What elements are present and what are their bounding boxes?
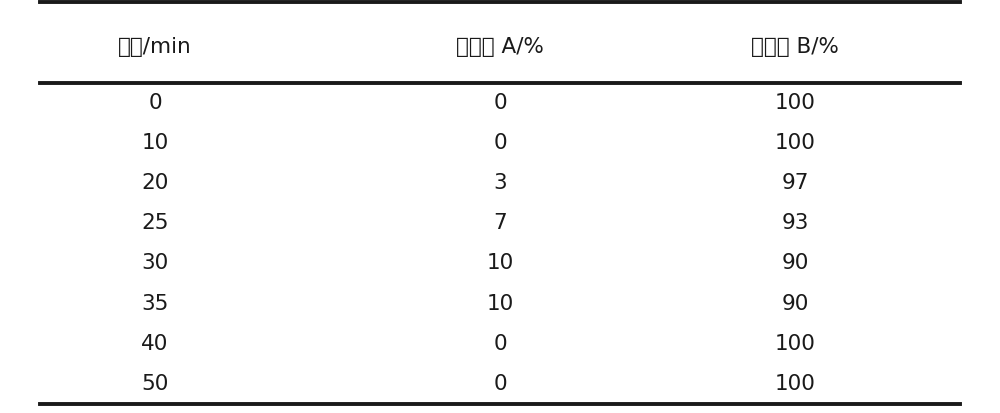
Text: 100: 100: [775, 374, 815, 394]
Text: 0: 0: [493, 93, 507, 113]
Text: 90: 90: [781, 294, 809, 313]
Text: 97: 97: [781, 173, 809, 193]
Text: 100: 100: [775, 334, 815, 354]
Text: 93: 93: [781, 213, 809, 233]
Text: 20: 20: [141, 173, 169, 193]
Text: 10: 10: [486, 294, 514, 313]
Text: 0: 0: [148, 93, 162, 113]
Text: 0: 0: [493, 133, 507, 153]
Text: 流动相 B/%: 流动相 B/%: [751, 38, 839, 57]
Text: 100: 100: [775, 93, 815, 113]
Text: 35: 35: [141, 294, 169, 313]
Text: 0: 0: [493, 334, 507, 354]
Text: 50: 50: [141, 374, 169, 394]
Text: 25: 25: [141, 213, 169, 233]
Text: 10: 10: [486, 253, 514, 273]
Text: 0: 0: [493, 374, 507, 394]
Text: 100: 100: [775, 133, 815, 153]
Text: 流动相 A/%: 流动相 A/%: [456, 38, 544, 57]
Text: 10: 10: [141, 133, 169, 153]
Text: 40: 40: [141, 334, 169, 354]
Text: 时间/min: 时间/min: [118, 38, 192, 57]
Text: 3: 3: [493, 173, 507, 193]
Text: 90: 90: [781, 253, 809, 273]
Text: 30: 30: [141, 253, 169, 273]
Text: 7: 7: [493, 213, 507, 233]
